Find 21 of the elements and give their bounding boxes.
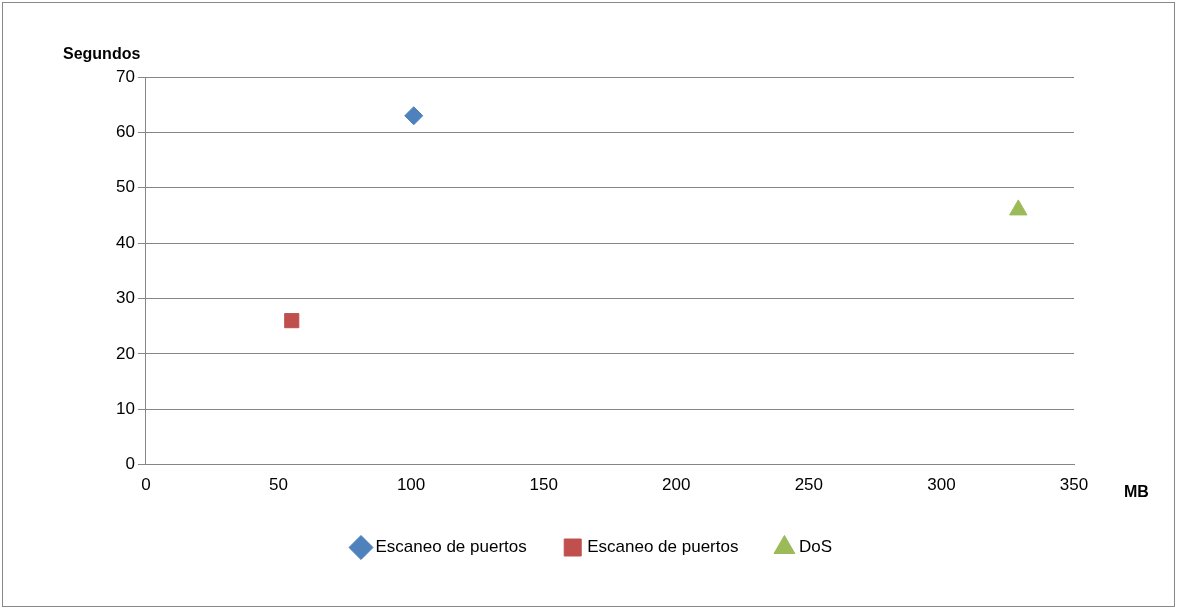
y-axis-title: Segundos: [63, 45, 141, 63]
x-tick-label: 0: [141, 475, 151, 495]
y-tick-label: 0: [125, 454, 135, 474]
legend-label: Escaneo de puertos: [375, 537, 527, 557]
y-tick-label: 40: [115, 232, 135, 252]
y-tick-label: 10: [115, 398, 135, 418]
y-tick-label: 70: [115, 66, 135, 86]
x-tick-label: 100: [396, 475, 426, 495]
legend-label: Escaneo de puertos: [587, 537, 739, 557]
x-tick-label: 50: [269, 475, 288, 495]
x-axis-title: MB: [1124, 483, 1149, 501]
y-tick-label: 20: [115, 343, 135, 363]
legend-label: DoS: [798, 537, 833, 557]
y-tick-label: 50: [115, 177, 135, 197]
x-tick-label: 150: [529, 475, 558, 495]
y-tick-label: 30: [115, 288, 135, 308]
x-tick-label: 300: [927, 475, 956, 495]
x-tick-label: 200: [662, 475, 691, 495]
y-tick-label: 60: [115, 122, 135, 142]
x-tick-label: 350: [1059, 475, 1089, 495]
x-tick-label: 250: [794, 475, 824, 495]
